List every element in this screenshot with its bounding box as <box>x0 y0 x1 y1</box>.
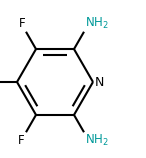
Text: F: F <box>18 134 25 147</box>
Text: F: F <box>18 17 25 30</box>
Text: NH$_2$: NH$_2$ <box>85 16 109 31</box>
Text: NH$_2$: NH$_2$ <box>85 133 109 148</box>
Text: N: N <box>95 76 104 88</box>
